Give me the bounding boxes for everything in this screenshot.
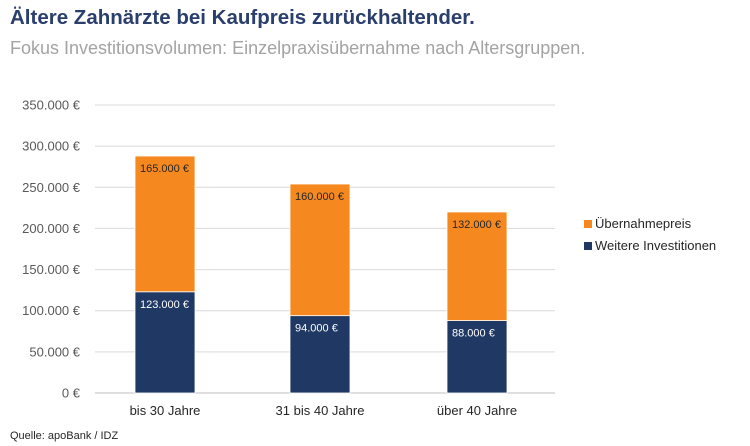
chart-subtitle: Fokus Investitionsvolumen: Einzelpraxisü… <box>10 38 586 58</box>
bar-segment <box>446 320 508 394</box>
data-labels: 123.000 € 165.000 € 94.000 € 160.000 € 88.00… <box>140 163 501 340</box>
bar-segment <box>289 315 351 394</box>
chart-title: Ältere Zahnärzte bei Kaufpreis zurückhal… <box>10 6 475 29</box>
data-label: 132.000 € <box>452 219 501 231</box>
y-tick-label: 350.000 € <box>22 98 81 113</box>
bar-segment <box>446 211 508 321</box>
y-tick-label: 50.000 € <box>29 344 80 359</box>
y-tick-label: 0 € <box>62 386 81 401</box>
data-label: 165.000 € <box>140 163 189 175</box>
y-axis-ticks: 0 € 50.000 € 100.000 € 150.000 € 200.000 € 25… <box>22 98 81 401</box>
data-label: 88.000 € <box>452 328 495 340</box>
y-tick-label: 300.000 € <box>22 139 81 154</box>
y-tick-label: 200.000 € <box>22 221 81 236</box>
legend-label: Weitere Investitionen <box>595 238 716 253</box>
y-tick-label: 150.000 € <box>22 262 81 277</box>
x-axis-categories: bis 30 Jahre 31 bis 40 Jahre über 40 Jahre <box>130 403 518 418</box>
legend-swatch <box>584 242 592 250</box>
legend: Übernahmepreis Weitere Investitionen <box>584 216 716 253</box>
x-category-label: 31 bis 40 Jahre <box>276 403 365 418</box>
bar-segment <box>134 155 196 293</box>
bars <box>134 155 508 394</box>
source-note: Quelle: apoBank / IDZ <box>10 430 119 442</box>
x-category-label: bis 30 Jahre <box>130 403 201 418</box>
y-tick-label: 250.000 € <box>22 180 81 195</box>
legend-swatch <box>584 220 592 228</box>
data-label: 94.000 € <box>295 323 338 335</box>
data-label: 160.000 € <box>295 191 344 203</box>
bar-segment <box>134 291 196 394</box>
x-category-label: über 40 Jahre <box>437 403 517 418</box>
data-label: 123.000 € <box>140 299 189 311</box>
bar-segment <box>289 183 351 317</box>
y-tick-label: 100.000 € <box>22 303 81 318</box>
legend-label: Übernahmepreis <box>595 216 692 231</box>
